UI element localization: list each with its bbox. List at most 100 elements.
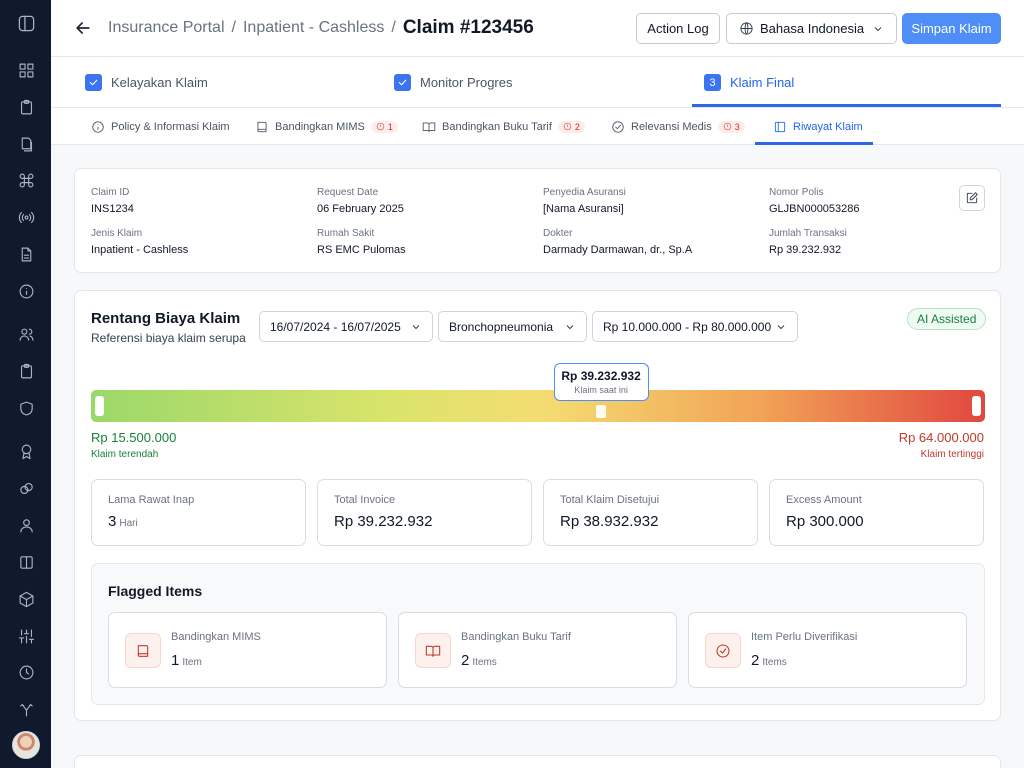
- step-monitor-progres[interactable]: Monitor Progres: [394, 57, 512, 108]
- tab-badge: 1: [370, 120, 398, 133]
- breadcrumb-item-inpatient[interactable]: Inpatient - Cashless: [242, 19, 385, 36]
- clipboard-icon[interactable]: [16, 97, 36, 117]
- user-icon[interactable]: [16, 515, 36, 535]
- command-icon[interactable]: [16, 170, 36, 190]
- ai-assisted-badge: AI Assisted: [907, 308, 987, 330]
- book-open-icon: [415, 633, 451, 668]
- document-icon[interactable]: [16, 244, 36, 264]
- tab-badge-count: 2: [574, 121, 580, 132]
- claim-range-card: Rentang Biaya Klaim Referensi biaya klai…: [74, 290, 1001, 721]
- step-label: Monitor Progres: [420, 75, 513, 90]
- policy-number-label: Nomor Polis: [769, 187, 824, 198]
- range-max-handle[interactable]: [972, 396, 981, 416]
- tab-bandingkan-mims[interactable]: Bandingkan MIMS 1: [255, 108, 398, 145]
- book-open-icon[interactable]: [16, 552, 36, 572]
- step-label: Klaim Final: [730, 75, 795, 90]
- info-circle-icon: [91, 120, 105, 134]
- stat-value: Rp 39.232.932: [334, 513, 433, 530]
- doctor-value: Darmady Darmawan, dr., Sp.A: [543, 244, 693, 256]
- shield-icon[interactable]: [16, 398, 36, 418]
- language-select[interactable]: Bahasa Indonesia: [726, 13, 897, 44]
- lowest-claim-value: Rp 15.500.000: [91, 430, 177, 445]
- tab-label: Bandingkan MIMS: [275, 120, 365, 133]
- diagnosis-select[interactable]: Bronchopneumonia: [438, 311, 587, 342]
- claim-type-label: Jenis Klaim: [91, 228, 143, 239]
- tab-relevansi-medis[interactable]: Relevansi Medis 3: [611, 108, 745, 145]
- breadcrumb-item-portal[interactable]: Insurance Portal: [108, 19, 225, 36]
- broadcast-icon[interactable]: [16, 207, 36, 227]
- step-number: 3: [704, 74, 721, 91]
- flagged-item-value: 1 Item: [171, 652, 202, 669]
- back-arrow-icon[interactable]: [73, 18, 93, 38]
- page-title: Claim #123456: [402, 17, 534, 38]
- sliders-icon[interactable]: [16, 626, 36, 646]
- grid-icon[interactable]: [16, 60, 36, 80]
- flagged-item-count: 2: [461, 652, 470, 669]
- stat-label: Total Invoice: [334, 494, 396, 506]
- clock-icon[interactable]: [16, 662, 36, 682]
- action-log-button[interactable]: Action Log: [636, 13, 720, 44]
- save-claim-button[interactable]: Simpan Klaim: [902, 13, 1001, 44]
- tab-badge-count: 3: [734, 121, 740, 132]
- claim-info-card: Claim ID INS1234 Request Date 06 Februar…: [74, 168, 1001, 273]
- doctor-label: Dokter: [543, 228, 573, 239]
- stat-value: Rp 300.000: [786, 513, 864, 530]
- flagged-item-label: Item Perlu Diverifikasi: [751, 631, 858, 643]
- flagged-item-buku-tarif[interactable]: Bandingkan Buku Tarif 2 Items: [398, 612, 677, 688]
- request-date-label: Request Date: [317, 187, 379, 198]
- sidebar-toggle-icon[interactable]: [16, 13, 36, 33]
- flagged-item-mims[interactable]: Bandingkan MIMS 1 Item: [108, 612, 387, 688]
- total-transaction-label: Jumlah Transaksi: [769, 228, 847, 239]
- flagged-item-count: 2: [751, 652, 760, 669]
- avatar[interactable]: [12, 731, 40, 759]
- award-icon[interactable]: [16, 441, 36, 461]
- claim-type-value: Inpatient - Cashless: [91, 244, 189, 256]
- check-icon: [85, 74, 102, 91]
- amount-range-value: Rp 10.000.000 - Rp 80.000.000: [603, 319, 772, 334]
- link-icon[interactable]: [16, 478, 36, 498]
- step-klaim-final[interactable]: 3 Klaim Final: [704, 57, 794, 108]
- active-step-indicator: [692, 104, 1001, 107]
- stacked-files-icon[interactable]: [16, 134, 36, 154]
- flagged-item-value: 2 Items: [751, 652, 787, 669]
- tab-riwayat-klaim[interactable]: Riwayat Klaim: [773, 108, 863, 145]
- date-range-select[interactable]: 16/07/2024 - 16/07/2025: [259, 311, 433, 342]
- main-panel: Insurance Portal / Inpatient - Cashless …: [51, 0, 1024, 768]
- provider-label: Penyedia Asuransi: [543, 187, 626, 198]
- flagged-item-unit: Items: [762, 657, 787, 668]
- breadcrumb-separator: /: [391, 19, 396, 36]
- users-icon[interactable]: [16, 324, 36, 344]
- clipboard-list-icon[interactable]: [16, 361, 36, 381]
- info-circle-icon[interactable]: [16, 281, 36, 301]
- book-open-icon: [422, 120, 436, 134]
- flagged-items-panel: Flagged Items Bandingkan MIMS 1 Item Band…: [91, 563, 985, 705]
- sidebar: [0, 0, 51, 768]
- stat-length-of-stay: Lama Rawat Inap 3 Hari: [91, 479, 306, 546]
- flagged-item-verification[interactable]: Item Perlu Diverifikasi 2 Items: [688, 612, 967, 688]
- step-kelayakan-klaim[interactable]: Kelayakan Klaim: [85, 57, 208, 108]
- step-label: Kelayakan Klaim: [111, 75, 208, 90]
- amount-range-select[interactable]: Rp 10.000.000 - Rp 80.000.000: [592, 311, 798, 342]
- flagged-item-label: Bandingkan Buku Tarif: [461, 631, 571, 643]
- language-value: Bahasa Indonesia: [760, 21, 865, 36]
- tab-badge-count: 1: [387, 121, 393, 132]
- current-claim-label: Klaim saat ini: [574, 385, 628, 395]
- tab-policy-info[interactable]: Policy & Informasi Klaim: [91, 108, 230, 145]
- highest-claim-label: Klaim tertinggi: [920, 449, 984, 460]
- hospital-value: RS EMC Pulomas: [317, 244, 406, 256]
- current-claim-marker: [595, 405, 606, 418]
- box-icon[interactable]: [16, 589, 36, 609]
- edit-button[interactable]: [959, 185, 985, 211]
- book-icon: [255, 120, 269, 134]
- check-icon: [394, 74, 411, 91]
- git-branch-icon[interactable]: [16, 699, 36, 719]
- range-min-handle[interactable]: [95, 396, 104, 416]
- flagged-item-unit: Item: [182, 657, 202, 668]
- active-tab-indicator: [755, 142, 873, 145]
- flagged-item-unit: Items: [472, 657, 497, 668]
- tab-label: Relevansi Medis: [631, 120, 712, 133]
- flagged-items-title: Flagged Items: [108, 583, 203, 599]
- tab-bandingkan-buku-tarif[interactable]: Bandingkan Buku Tarif 2: [422, 108, 585, 145]
- book-icon: [125, 633, 161, 668]
- stat-value: Rp 38.932.932: [560, 513, 659, 530]
